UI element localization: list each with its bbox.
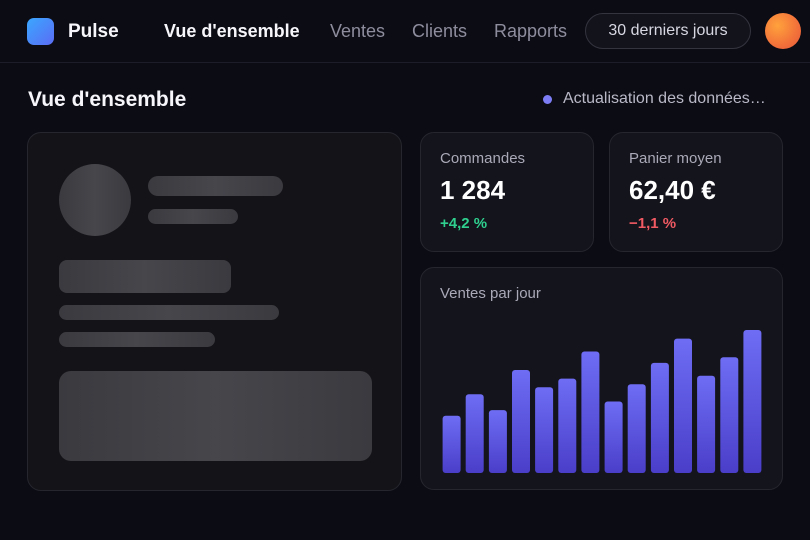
daily-sales-chart-card: Ventes par jour: [420, 267, 783, 490]
skeleton-content-block: [59, 371, 372, 461]
chart-bar-6[interactable]: [558, 378, 577, 473]
chart-bar-8[interactable]: [604, 401, 623, 474]
loading-skeleton-card: [27, 132, 402, 491]
chart-bar-14[interactable]: [743, 330, 762, 473]
kpi-value: 62,40 €: [629, 175, 716, 205]
nav-tab-sales[interactable]: Ventes: [330, 21, 386, 41]
nav-tab-overview[interactable]: Vue d'ensemble: [164, 21, 300, 41]
user-avatar[interactable]: [765, 13, 801, 49]
chart-title: Ventes par jour: [440, 285, 541, 302]
top-navigation-bar: Pulse Vue d'ensemble Ventes Clients Rapp…: [0, 0, 810, 63]
kpi-value: 1 284: [440, 175, 506, 205]
kpi-label: Commandes: [440, 150, 526, 167]
kpi-card-orders[interactable]: Commandes 1 284 +4,2 %: [420, 132, 594, 252]
kpi-label: Panier moyen: [629, 150, 722, 167]
skeleton-title-line: [148, 176, 283, 196]
chart-bar-5[interactable]: [535, 387, 554, 473]
chart-bar-7[interactable]: [581, 351, 600, 474]
chart-bar-9[interactable]: [627, 384, 646, 473]
chart-bar-11[interactable]: [674, 338, 692, 473]
brand-name: Pulse: [68, 21, 119, 42]
chart-bar-12[interactable]: [697, 375, 716, 473]
skeleton-heading-block: [59, 260, 231, 293]
date-range-label: 30 derniers jours: [608, 22, 728, 39]
chart-bar-1[interactable]: [442, 415, 461, 473]
chart-bar-13[interactable]: [720, 357, 739, 473]
refresh-status-text: Actualisation des données…: [563, 90, 766, 107]
skeleton-text-line: [59, 332, 215, 347]
kpi-delta: −1,1 %: [629, 215, 677, 232]
nav-tab-reports[interactable]: Rapports: [494, 21, 568, 41]
chart-bar-2[interactable]: [465, 394, 484, 473]
skeleton-subtitle-line: [148, 209, 238, 224]
refresh-status-dot-icon: [543, 95, 552, 104]
skeleton-text-line: [59, 305, 279, 320]
skeleton-avatar: [59, 164, 131, 236]
kpi-card-average-basket[interactable]: Panier moyen 62,40 € −1,1 %: [609, 132, 783, 252]
chart-bar-4[interactable]: [512, 370, 530, 473]
chart-bar-3[interactable]: [488, 410, 507, 473]
chart-bar-10[interactable]: [650, 362, 669, 473]
pulse-logo-icon[interactable]: [27, 18, 54, 45]
daily-sales-bar-chart: [442, 330, 762, 474]
nav-tab-clients[interactable]: Clients: [412, 21, 468, 41]
kpi-delta: +4,2 %: [440, 215, 488, 232]
date-range-selector[interactable]: 30 derniers jours: [585, 13, 751, 49]
page-title: Vue d'ensemble: [28, 88, 187, 111]
